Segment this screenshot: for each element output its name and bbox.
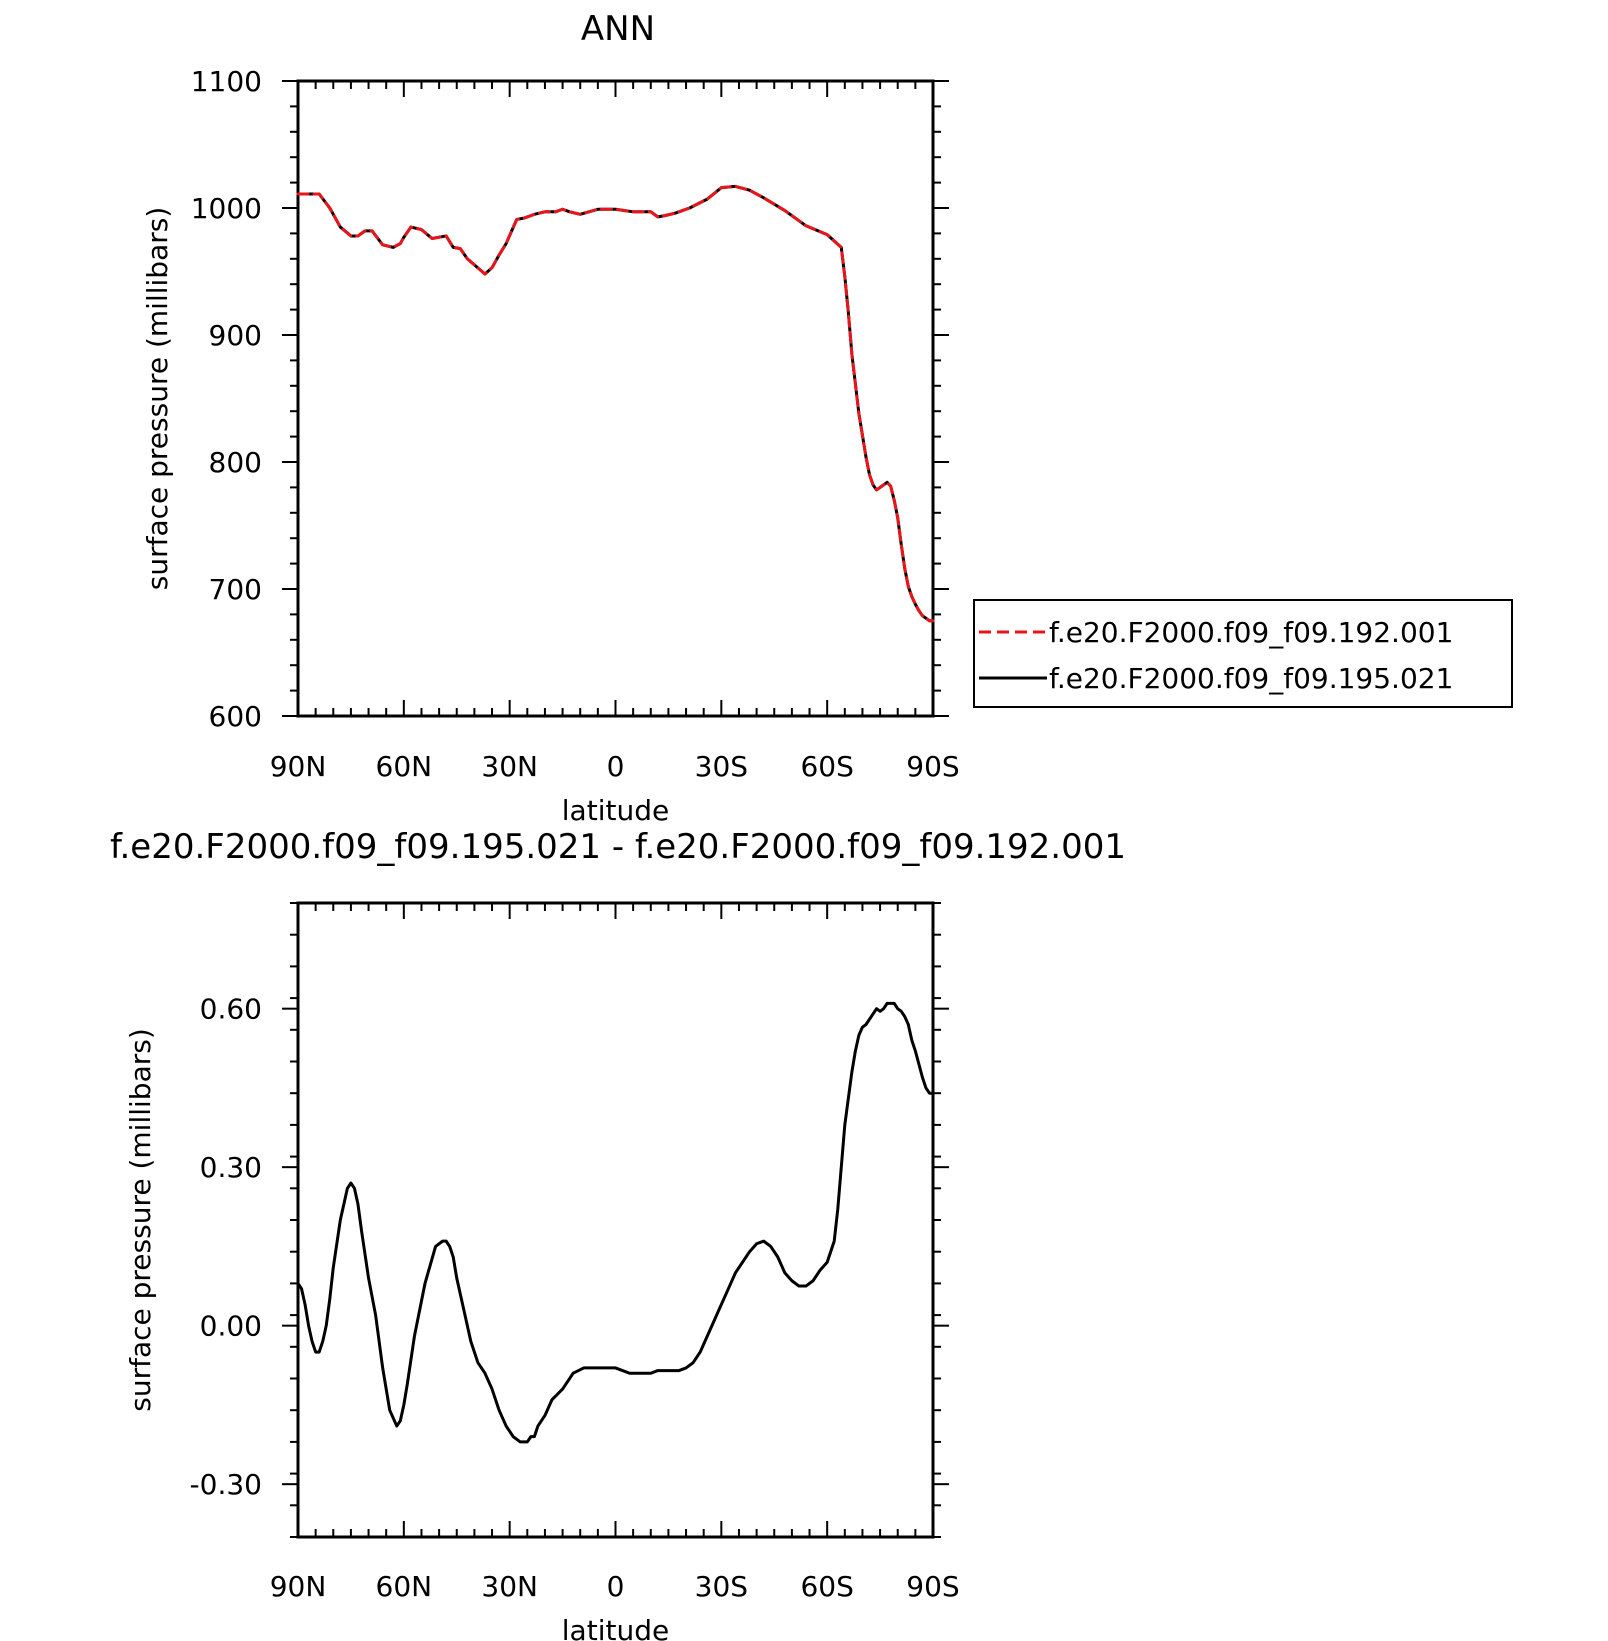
axis-ticks: 90N 60N 30N 0 30S 60S 90S 600 700 800 900 1000 1100 xyxy=(191,65,960,783)
difference-panel: f.e20.F2000.f09_f09.195.021 - f.e20.F200… xyxy=(110,827,1126,1641)
chart-title: ANN xyxy=(581,9,655,49)
x-tick-label: 0 xyxy=(607,1570,625,1603)
series-lines xyxy=(296,1001,935,1444)
legend-box xyxy=(973,599,1513,708)
y-tick-label: 800 xyxy=(209,446,262,479)
x-tick-label: 60N xyxy=(376,1570,433,1603)
y-tick-label: 900 xyxy=(209,319,262,352)
x-tick-label: 90N xyxy=(270,750,327,783)
axis-ticks: 90N 60N 30N 0 30S 60S 90S -0.30 0.00 0.30 0.60 xyxy=(190,902,960,1603)
x-tick-label: 30S xyxy=(695,750,748,783)
series-line-0 xyxy=(296,184,935,623)
x-tick-label: 30N xyxy=(481,750,538,783)
series-line-0 xyxy=(296,1001,935,1444)
legend-label-195: f.e20.F2000.f09_f09.195.021 xyxy=(1049,662,1453,695)
x-tick-label: 60S xyxy=(800,1570,853,1603)
y-axis-label: surface pressure (millibars) xyxy=(141,207,174,591)
x-tick-label: 30S xyxy=(695,1570,748,1603)
x-tick-label: 90S xyxy=(906,750,959,783)
x-axis-label: latitude xyxy=(562,1614,669,1641)
x-tick-label: 30N xyxy=(481,1570,538,1603)
y-tick-label: 1000 xyxy=(191,192,262,225)
legend-label-192: f.e20.F2000.f09_f09.192.001 xyxy=(1049,616,1453,649)
x-tick-label: 0 xyxy=(607,750,625,783)
x-tick-label: 60N xyxy=(376,750,433,783)
plot-frame xyxy=(296,79,935,718)
y-axis-label: surface pressure (millibars) xyxy=(124,1028,157,1412)
y-tick-label: 0.30 xyxy=(200,1151,262,1184)
y-tick-label: 600 xyxy=(209,700,262,733)
series-line-1 xyxy=(296,184,935,623)
x-tick-label: 60S xyxy=(800,750,853,783)
x-tick-label: 90S xyxy=(906,1570,959,1603)
pressure-panel: ANN 90N 60N 30N 0 30S 60S 90S 600 700 800 900 1000 1… xyxy=(141,9,960,827)
legend: f.e20.F2000.f09_f09.192.001 f.e20.F2000.… xyxy=(973,599,1513,708)
x-tick-label: 90N xyxy=(270,1570,327,1603)
y-tick-label: -0.30 xyxy=(190,1468,262,1501)
y-tick-label: 0.00 xyxy=(200,1310,262,1343)
series-lines xyxy=(296,184,935,623)
difference-chart-title: f.e20.F2000.f09_f09.195.021 - f.e20.F200… xyxy=(110,827,1126,867)
y-tick-label: 0.60 xyxy=(200,993,262,1026)
x-axis-label: latitude xyxy=(562,794,669,827)
y-tick-label: 1100 xyxy=(191,65,262,98)
y-tick-label: 700 xyxy=(209,573,262,606)
